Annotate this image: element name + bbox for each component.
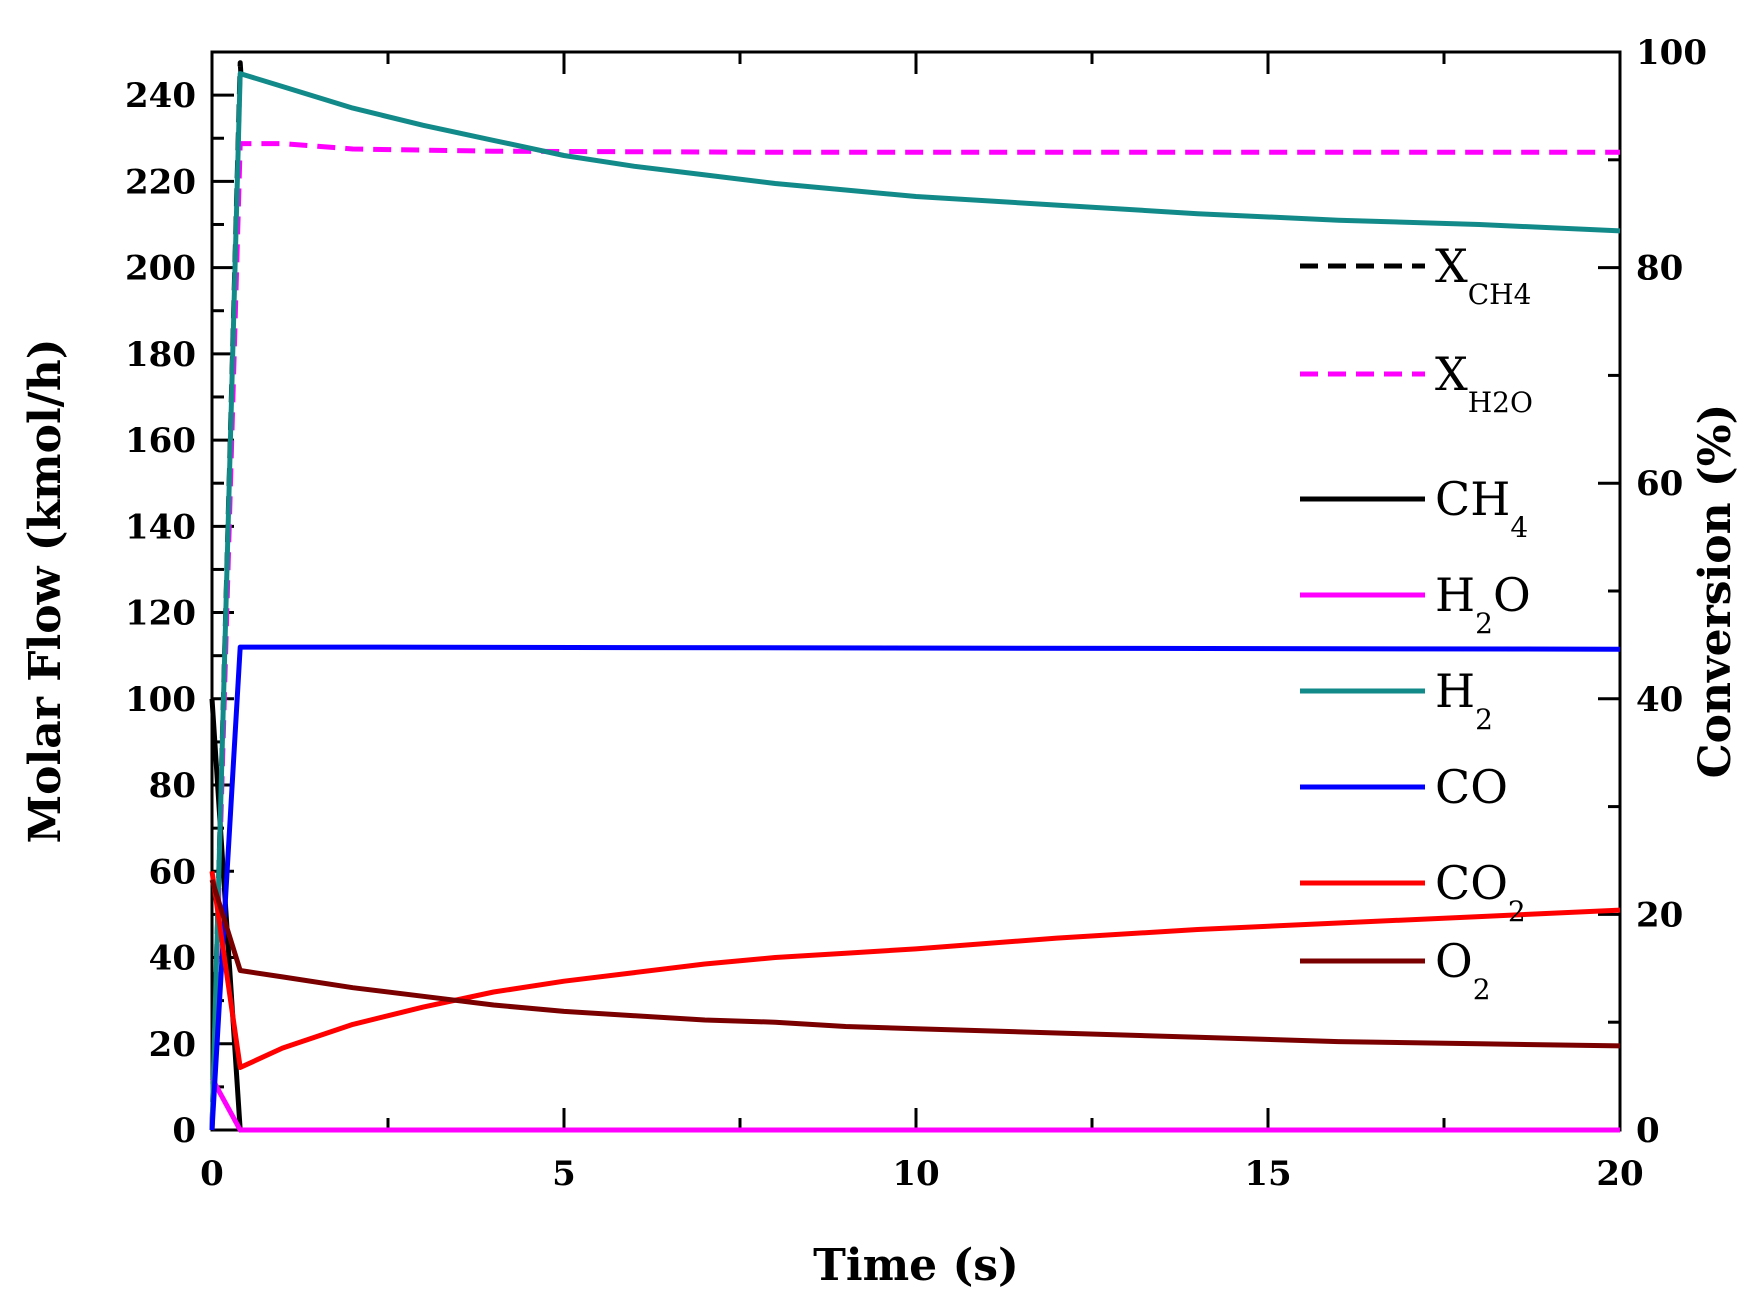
legend-label: H2 [1435,664,1493,736]
legend-label: XCH4 [1435,239,1531,311]
series-line-ch4 [209,698,1620,1133]
legend-item: O2 [1300,934,1491,1006]
x-tick-label: 15 [1244,1154,1291,1194]
y2-tick-label: 40 [1636,680,1683,720]
x-axis: 0 5 10 15 20 [200,52,1644,1194]
y-tick-label: 140 [125,507,196,547]
legend-item: H2O [1300,568,1531,640]
y-tick-label: 40 [149,939,196,979]
legend-item: XH2O [1300,347,1533,419]
y2-tick-label: 20 [1636,895,1683,935]
legend-label: H2O [1435,568,1531,640]
series-lines [209,60,1621,1133]
legend-item: XCH4 [1300,239,1531,311]
series-line-co [209,644,1621,1131]
y-tick-label: 0 [172,1111,196,1151]
y-tick-label: 80 [149,766,196,806]
y-tick-label: 220 [125,162,196,202]
x-tick-label: 5 [552,1154,576,1194]
legend-item: H2 [1300,664,1493,736]
y-tick-label: 20 [149,1025,196,1065]
series-line-co2 [209,870,1621,1070]
legend-label: O2 [1435,934,1491,1006]
y-tick-label: 120 [125,594,196,634]
x-tick-label: 0 [200,1154,224,1194]
y-axis-title: Molar Flow (kmol/h) [20,338,71,843]
y2-tick-label: 100 [1636,33,1707,73]
y-tick-label: 180 [125,335,196,375]
y-tick-label: 160 [125,421,196,461]
y-tick-label: 100 [125,680,196,720]
y2-tick-label: 60 [1636,464,1683,504]
series-line-h2o [209,1077,1620,1133]
x-tick-label: 20 [1596,1154,1643,1194]
series-line-xh2o-conversion [209,141,1620,1131]
x-tick-label: 10 [892,1154,939,1194]
legend-item: CO2 [1300,856,1526,928]
y2-tick-label: 0 [1636,1111,1660,1151]
plot-frame [210,50,1622,1132]
y2-tick-label: 80 [1636,249,1683,289]
y-axis-left: 0 20 40 60 80 100 120 140 160 180 200 220 240 [125,76,234,1151]
y-tick-label: 200 [125,249,196,289]
series-line-h2 [209,71,1621,1131]
y2-axis-title: Conversion (%) [1690,404,1741,779]
legend-label: CO [1435,760,1508,814]
x-axis-title: Time (s) [813,1240,1019,1291]
legend-item: CO [1300,760,1508,814]
legend-label: CH4 [1435,472,1528,544]
legend-label: CO2 [1435,856,1526,928]
legend-label: XH2O [1435,347,1533,419]
y-tick-label: 60 [149,852,196,892]
legend-item: CH4 [1300,472,1528,544]
y-axis-right: 0 20 40 60 80 100 [1598,33,1707,1151]
y-tick-label: 240 [125,76,196,116]
series-line-o2 [209,879,1621,1049]
